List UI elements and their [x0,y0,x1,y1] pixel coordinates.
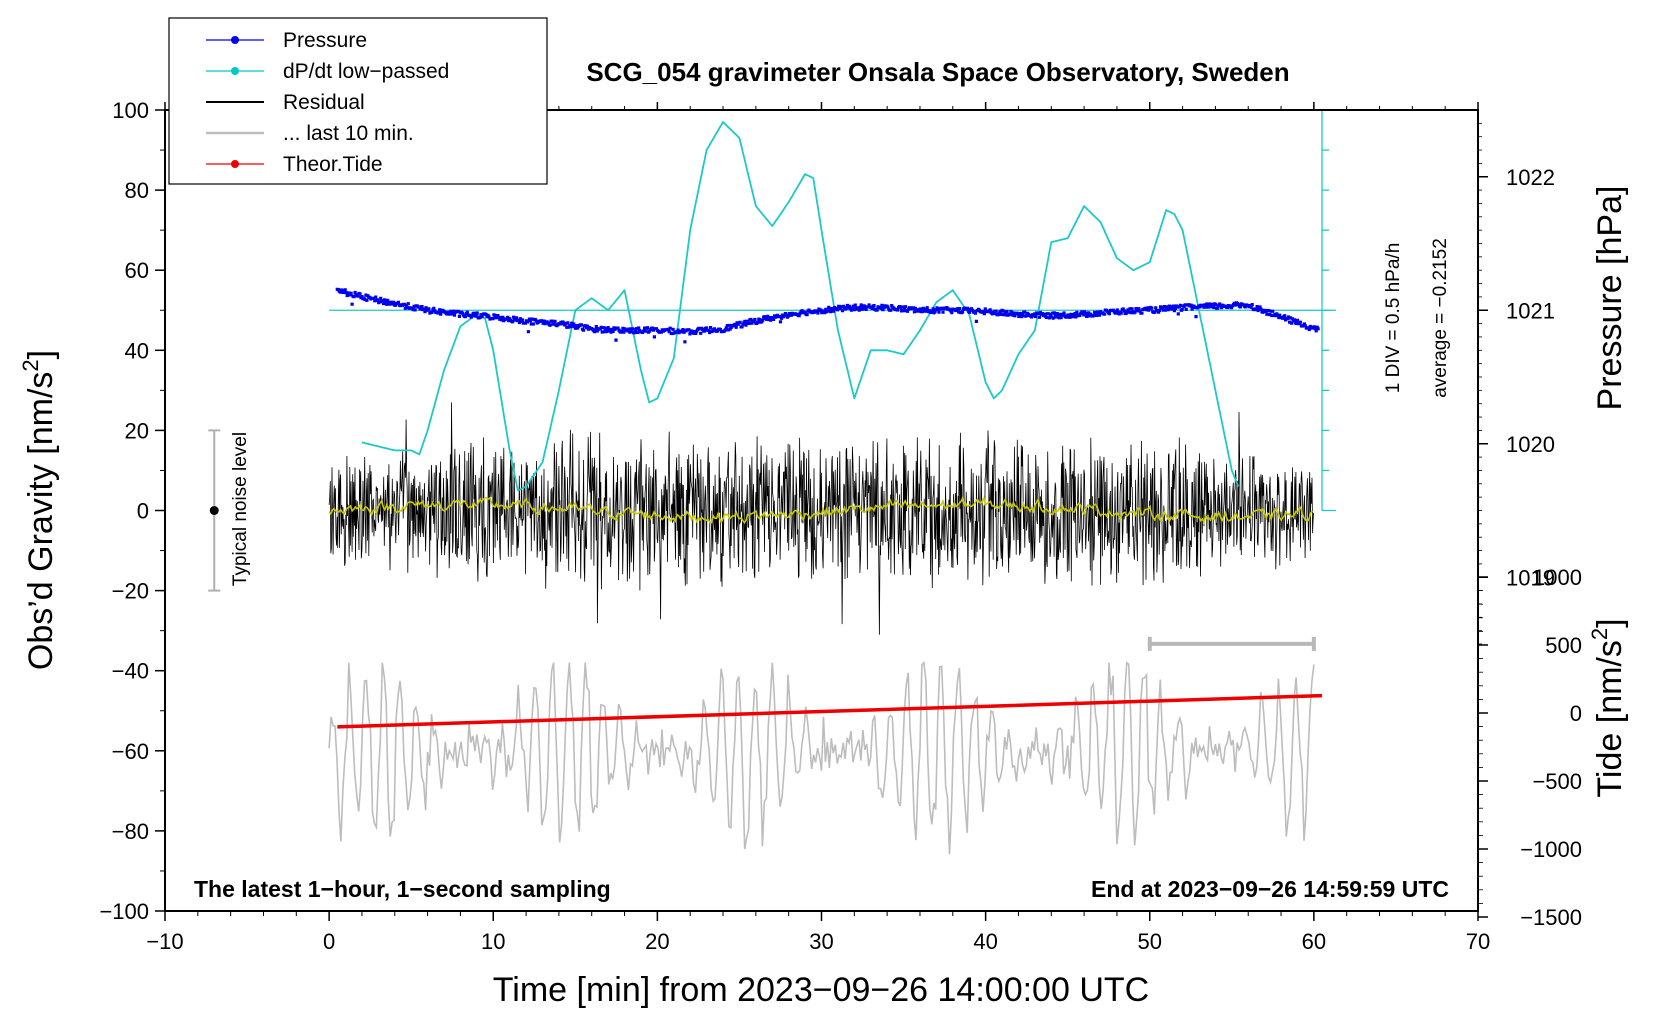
y-tick-label: −80 [112,819,149,844]
legend-item-pressure: Pressure [206,29,367,52]
pressure-series [335,287,1320,344]
x-tick-label: 10 [481,929,505,954]
y-axis-title-main: Obs’d Gravity [nm/s [22,372,60,671]
y-tick-label: −100 [99,899,149,924]
legend-item-last10: ... last 10 min. [206,122,414,145]
noise-level-dot [209,506,219,515]
footer-left: The latest 1−hour, 1−second sampling [194,876,611,902]
tide-axis-title-sup: 2 [1587,628,1612,640]
tide-axis-title: Tide [nm/s2] [1587,618,1629,797]
y-axis-title: Obs’d Gravity [nm/s2] [18,350,60,670]
axes: −10 0 10 20 30 40 50 60 70−100−80−60−40−20020406… [99,98,1582,954]
tide-axis-title-end: ] [1591,618,1629,627]
pressure-points [335,287,1320,344]
residual-smoothed-line [328,496,1313,525]
legend-marker-tide [231,160,239,168]
x-tick-label: 20 [645,929,669,954]
legend-label-tide: Theor.Tide [283,153,383,176]
legend-label-last10: ... last 10 min. [283,122,414,145]
y-tick-label: 0 [137,499,149,524]
y-tick-label: 60 [125,258,149,283]
x-tick-label: 40 [973,929,997,954]
last-10-min-series [328,660,1315,855]
dpdt-average-label: average = −0.2152 [1430,238,1451,398]
x-tick-label: 70 [1466,929,1490,954]
x-tick-label: −10 [146,929,183,954]
legend: Pressure dP/dt low−passed Residual ... l… [168,17,548,185]
footer-right: End at 2023−09−26 14:59:59 UTC [1091,876,1449,902]
legend-label-dpdt: dP/dt low−passed [283,60,449,83]
legend-box [168,17,548,185]
legend-label-pressure: Pressure [283,29,367,52]
noise-level-label: Typical noise level [230,432,251,586]
tide-tick-label: −1500 [1520,905,1582,930]
pressure-tick-label: 1020 [1506,432,1555,457]
chart-title: SCG_054 gravimeter Onsala Space Observat… [586,57,1289,87]
y-tick-label: 80 [125,178,149,203]
y-tick-label: 100 [112,98,149,123]
legend-marker-pressure [231,36,239,44]
legend-item-residual: Residual [206,91,365,114]
tide-line [337,693,1323,729]
tide-axis-title-main: Tide [nm/s [1591,640,1629,797]
x-axis-title: Time [min] from 2023−09−26 14:00:00 UTC [493,971,1149,1009]
pressure-tick-label: 1021 [1506,298,1555,323]
x-tick-label: 0 [323,929,335,954]
chart-annotations [208,429,1316,651]
x-tick-label: 30 [809,929,833,954]
legend-label-residual: Residual [283,91,365,114]
tide-tick-label: 1000 [1533,565,1582,590]
y-tick-label: −20 [112,579,149,604]
residual-series [328,402,1315,635]
legend-item-dpdt: dP/dt low−passed [206,60,449,83]
residual-line [328,402,1315,635]
tide-tick-label: 0 [1570,701,1582,726]
pressure-axis-title: Pressure [hPa] [1591,186,1629,411]
y-axis-title-sup: 2 [18,359,43,371]
y-axis-title-end: ] [22,350,60,359]
tide-tick-label: −1000 [1520,837,1582,862]
y-tick-label: 40 [125,338,149,363]
pressure-tick-label: 1019 [1506,565,1555,590]
legend-marker-dpdt [231,67,239,75]
tide-tick-label: −500 [1532,769,1582,794]
tide-series [337,693,1323,729]
tide-tick-label: 500 [1545,633,1582,658]
pressure-tick-label: 1022 [1506,165,1555,190]
y-tick-label: 20 [125,418,149,443]
y-tick-label: −60 [112,739,149,764]
last-10-min-line [328,660,1315,855]
x-tick-label: 50 [1138,929,1162,954]
residual-smoothed-series [328,496,1313,525]
x-tick-label: 60 [1302,929,1326,954]
dpdt-line [361,121,1240,492]
y-tick-label: −40 [112,659,149,684]
dpdt-scale-label: 1 DIV = 0.5 hPa/h [1383,243,1404,394]
legend-item-tide: Theor.Tide [206,153,383,176]
